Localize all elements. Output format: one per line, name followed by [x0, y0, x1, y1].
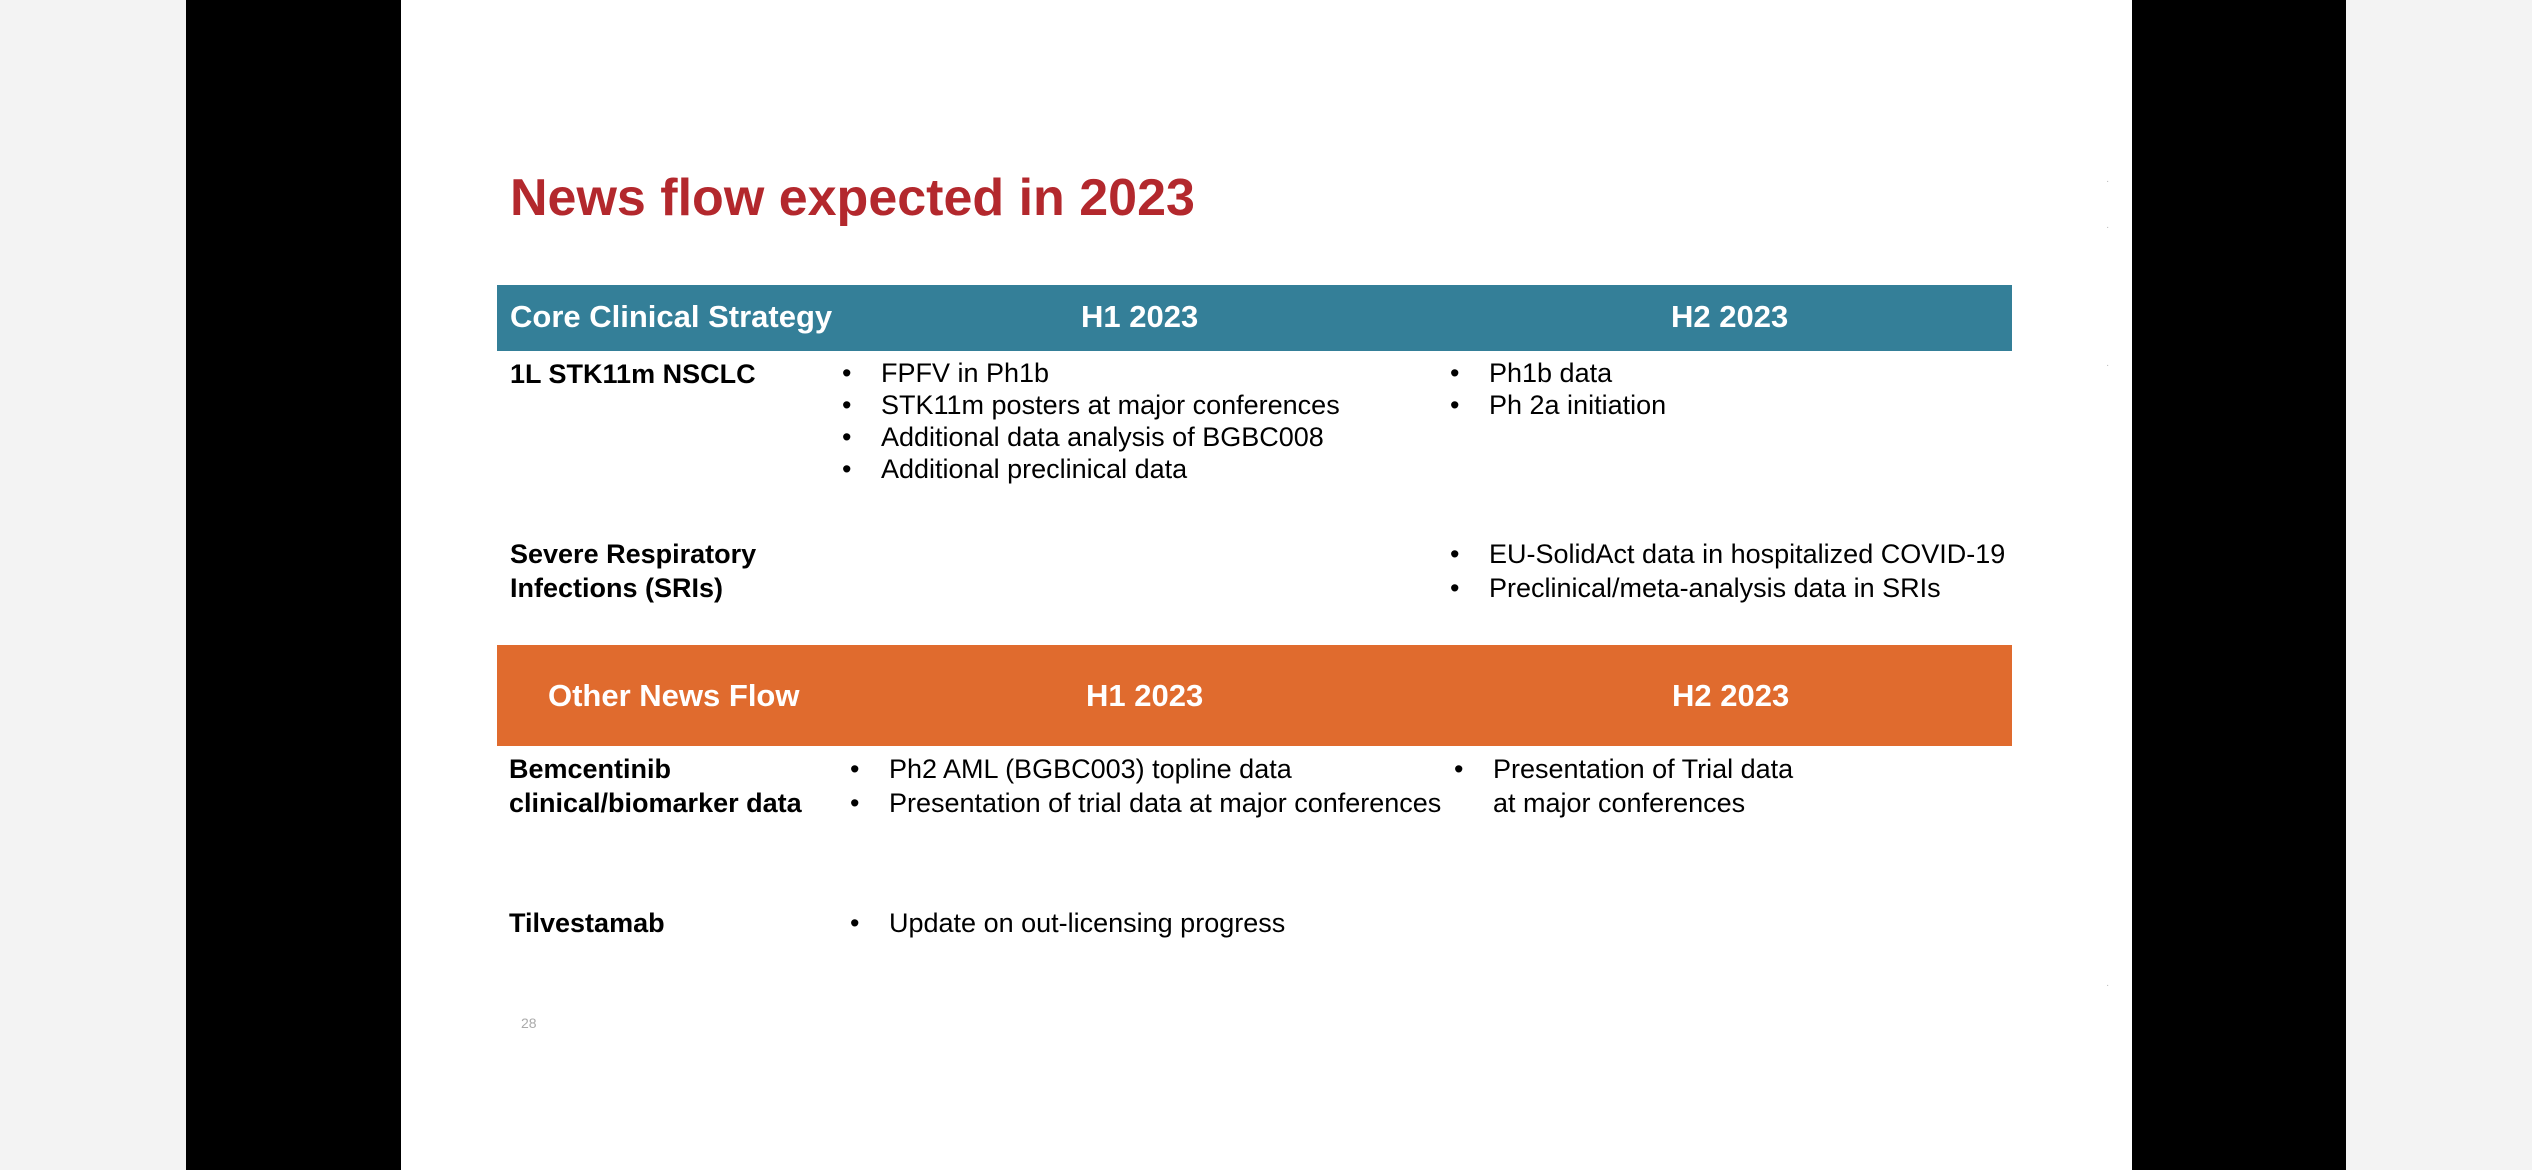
edge-mark: · [2106, 980, 2110, 991]
list-item: Ph1b data [1450, 357, 1666, 389]
list-item: STK11m posters at major conferences [842, 389, 1340, 421]
list-item-line: Presentation of Trial data [1493, 754, 1794, 784]
row-label-stk11m: 1L STK11m NSCLC [510, 357, 756, 391]
row-label-line: Tilvestamab [509, 908, 665, 938]
slide-title: News flow expected in 2023 [510, 169, 1195, 227]
row-label-tilvestamab: Tilvestamab [509, 906, 665, 940]
page-number: 28 [521, 1015, 537, 1031]
list-item: EU-SolidAct data in hospitalized COVID-1… [1450, 537, 2005, 571]
sri-h2-list: EU-SolidAct data in hospitalized COVID-1… [1450, 537, 2005, 605]
list-item: Presentation of trial data at major conf… [850, 786, 1441, 820]
list-item: FPFV in Ph1b [842, 357, 1340, 389]
other-h2-header: H2 2023 [1672, 678, 1790, 713]
core-h2-header: H2 2023 [1671, 299, 1789, 334]
row-label-line: Bemcentinib [509, 754, 672, 784]
row-label-sri: Severe Respiratory Infections (SRIs) [510, 537, 756, 605]
edge-mark: · [2106, 176, 2110, 187]
stk11m-h2-list: Ph1b data Ph 2a initiation [1450, 357, 1666, 421]
core-strategy-label: Core Clinical Strategy [510, 299, 833, 334]
edge-mark: · [2106, 222, 2110, 233]
other-news-header: Other News Flow H1 2023 H2 2023 [497, 645, 2012, 746]
list-item: Ph2 AML (BGBC003) topline data [850, 752, 1441, 786]
bemcentinib-h2-list: Presentation of Trial data at major conf… [1454, 752, 1793, 820]
bemcentinib-h1-list: Ph2 AML (BGBC003) topline data Presentat… [850, 752, 1441, 820]
core-strategy-header: Core Clinical Strategy H1 2023 H2 2023 [497, 285, 2012, 351]
slide: News flow expected in 2023 Core Clinical… [401, 0, 2132, 1170]
core-h1-header: H1 2023 [1081, 299, 1199, 334]
row-label-line: Infections (SRIs) [510, 573, 724, 603]
list-item: Preclinical/meta-analysis data in SRIs [1450, 571, 2005, 605]
list-item: Update on out-licensing progress [850, 906, 1285, 940]
list-item-line: at major conferences [1493, 788, 1746, 818]
other-news-label: Other News Flow [548, 678, 800, 713]
other-h1-header: H1 2023 [1086, 678, 1204, 713]
edge-mark: · [2106, 360, 2110, 371]
row-label-line: Severe Respiratory [510, 539, 757, 569]
list-item: Ph 2a initiation [1450, 389, 1666, 421]
list-item: Additional data analysis of BGBC008 [842, 421, 1340, 453]
stk11m-h1-list: FPFV in Ph1b STK11m posters at major con… [842, 357, 1340, 485]
list-item: Additional preclinical data [842, 453, 1340, 485]
row-label-line: clinical/biomarker data [509, 788, 802, 818]
row-label-bemcentinib: Bemcentinib clinical/biomarker data [509, 752, 802, 820]
row-label-line: 1L STK11m NSCLC [510, 359, 756, 389]
tilvestamab-h1-list: Update on out-licensing progress [850, 906, 1285, 940]
list-item: Presentation of Trial data at major conf… [1454, 752, 1793, 820]
